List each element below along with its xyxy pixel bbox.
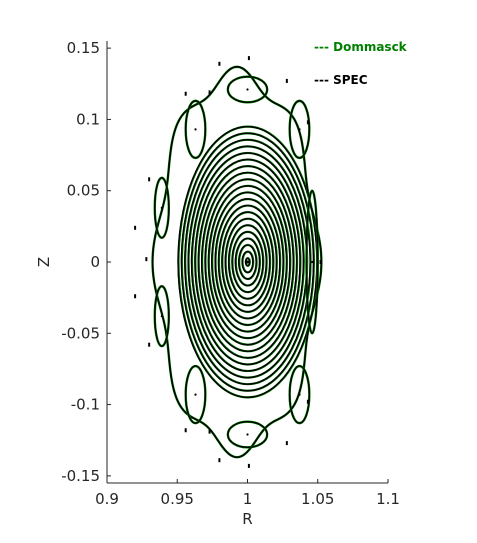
legend-entry-dommasck: --- Dommasck (314, 40, 408, 54)
y-axis-label: Z (35, 257, 53, 267)
outer-dot (319, 260, 322, 264)
island-o-point (246, 433, 249, 436)
outer-dot (208, 90, 211, 95)
flux-surface-spec (244, 257, 251, 267)
outer-dot (218, 61, 221, 66)
island-o-point (194, 128, 197, 131)
y-tick-label: 0.05 (67, 182, 100, 200)
flux-surface-spec (214, 198, 281, 326)
island-spec (227, 75, 268, 104)
flux-surface-spec (227, 224, 268, 300)
outer-dot (247, 56, 250, 61)
outer-dot (218, 458, 221, 463)
legend: --- Dommasck --- SPEC (314, 40, 408, 87)
island-o-point (298, 393, 301, 396)
island-spec (227, 420, 268, 449)
flux-surface-spec (180, 132, 315, 392)
x-tick-label: 1.05 (301, 490, 334, 508)
flux-surface-spec (200, 171, 295, 353)
outer-dot (285, 441, 288, 446)
flux-surface-spec (194, 158, 301, 366)
outer-dot (184, 428, 187, 433)
x-ticks: 0.9 0.95 1 1.05 1.1 (95, 479, 400, 508)
outer-dot (145, 257, 148, 262)
flux-surface-spec (211, 191, 284, 333)
island-o-point (298, 128, 301, 131)
outer-dot (134, 294, 137, 299)
flux-surface-spec (217, 204, 278, 320)
flux-surface-spec (224, 217, 271, 307)
boundary-surface-spec (151, 66, 323, 458)
outer-dot (247, 463, 250, 468)
flux-surface-spec (241, 250, 254, 274)
outer-dot (306, 120, 309, 125)
flux-surface-spec (197, 165, 298, 359)
flux-surface-spec (184, 139, 311, 385)
island-o-point (246, 88, 249, 91)
y-tick-label: 0.15 (67, 39, 100, 57)
island-o-point (311, 260, 314, 264)
island-o-point (194, 393, 197, 396)
plot-area (134, 56, 323, 468)
island-spec (154, 285, 170, 347)
flux-surface-spec (204, 178, 291, 346)
island-spec (184, 100, 207, 159)
island-spec (288, 365, 311, 424)
y-ticks: 0.15 0.1 0.05 0 -0.05 -0.1 -0.15 (61, 39, 111, 485)
flux-surface-spec (231, 231, 264, 293)
y-tick-label: 0 (90, 253, 100, 271)
outer-dot (208, 429, 211, 434)
outer-dot (184, 91, 187, 96)
outer-dot (285, 78, 288, 83)
island-o-point (160, 206, 163, 209)
x-tick-label: 1.1 (376, 490, 400, 508)
outer-dot (134, 225, 137, 230)
flux-surface-spec (207, 185, 288, 339)
island-spec (288, 100, 311, 159)
x-tick-label: 1 (243, 490, 253, 508)
y-tick-label: -0.15 (61, 467, 100, 485)
flux-surface-spec (238, 244, 257, 280)
outer-dot (306, 399, 309, 404)
outer-dot (148, 177, 151, 182)
y-tick-label: 0.1 (76, 110, 100, 128)
x-tick-label: 0.95 (161, 490, 194, 508)
magnetic-axis (246, 260, 249, 264)
island-spec (184, 365, 207, 424)
flux-surface-spec (190, 152, 305, 372)
island-o-point (160, 315, 163, 318)
outer-dot (148, 342, 151, 347)
legend-entry-spec: --- SPEC (314, 73, 368, 87)
island-spec (154, 177, 170, 239)
axes: 0.9 0.95 1 1.05 1.1 0.15 0.1 0.05 0 -0.05 -0.1 -0.… (35, 39, 400, 528)
y-tick-label: -0.05 (61, 324, 100, 342)
flux-surface-spec (221, 211, 274, 313)
y-tick-label: -0.1 (71, 396, 100, 414)
flux-surface-spec (234, 237, 261, 287)
x-tick-label: 0.9 (95, 490, 119, 508)
x-axis-label: R (242, 510, 252, 528)
island-spec (305, 190, 319, 334)
